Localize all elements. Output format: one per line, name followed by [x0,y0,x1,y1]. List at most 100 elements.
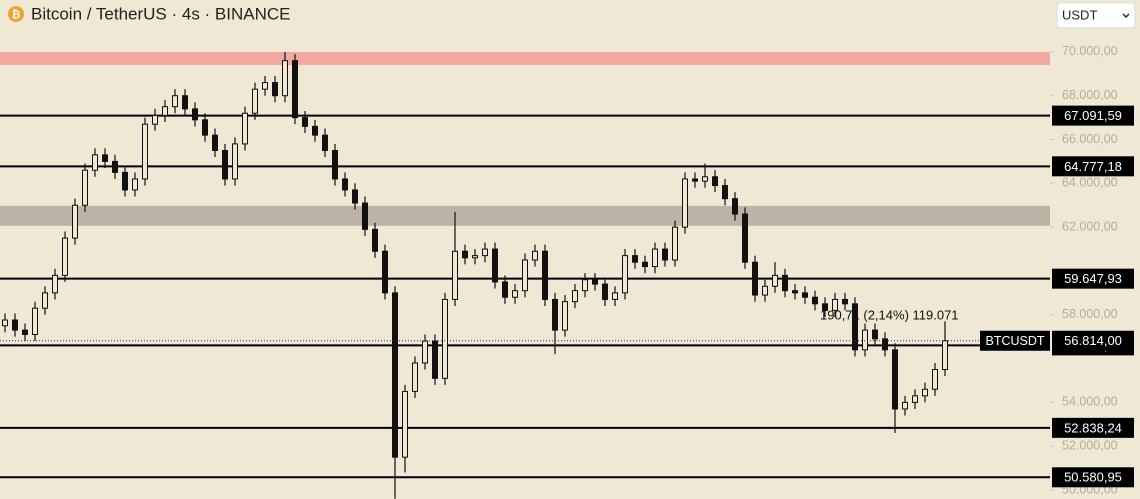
candle-body [122,171,128,191]
y-tick-label: 66.000,00 [1062,132,1118,146]
candle-body [942,340,948,371]
candle-body [22,329,28,335]
candle-body [412,362,418,392]
candle-body [282,60,288,97]
level-label: 64.777,18 [1064,159,1122,174]
candle-body [262,82,268,90]
level-label: 59.647,93 [1064,271,1122,286]
candle-body [872,329,878,340]
candle-body [582,279,588,292]
candle-body [152,114,158,125]
select-box[interactable] [1056,2,1136,29]
candle-body [932,369,938,390]
candle-body [452,250,458,300]
y-tick-label: 52.000,00 [1062,439,1118,453]
level-label-box [1052,156,1134,177]
candle-body [162,106,168,116]
candle-body [492,248,498,283]
candle-body [202,119,208,136]
symbol-label: BTCUSDT [985,334,1044,348]
candle-body [752,261,758,296]
candle-body [52,274,58,294]
candle-body [682,178,688,228]
candle-body [832,298,838,311]
y-tick-label: 54.000,00 [1062,395,1118,409]
level-label-box [1052,268,1134,289]
candle-body [692,178,698,182]
candle-body [802,292,808,298]
candle-body [242,112,248,145]
candle-body [892,349,898,410]
candle-body [112,160,118,173]
coin-icon [8,6,24,22]
level-label-box [1052,105,1134,126]
candle-body [722,185,728,200]
y-tick-label: 64.000,00 [1062,176,1118,190]
candle-body [852,303,858,351]
y-tick-label: 68.000,00 [1062,88,1118,102]
candle-body [422,340,428,364]
candle-body [552,298,558,331]
candle-body [812,296,818,305]
candle-body [912,395,918,403]
candle-body [392,292,398,458]
candle-body [362,202,368,230]
candle-body [322,134,328,151]
candle-body [662,248,668,261]
candle-body [332,149,338,180]
candle-body [382,250,388,294]
level-label-box [1052,467,1134,488]
candle-body [462,250,468,259]
candle-body [592,279,598,285]
candle-body [312,125,318,136]
plot-area: 70.000,00 68.000,00 66.000,00 64.000,00 62.0… [0,44,1134,499]
candle-body [762,285,768,296]
y-tick-label: 70.000,00 [1062,44,1118,58]
candle-body [232,143,238,180]
symbol-box [980,330,1050,351]
candle-body [542,250,548,300]
candle-body [862,329,868,351]
currency-select[interactable]: USDT [1056,2,1136,29]
price-zone [0,51,1050,66]
candle-body [622,255,628,294]
candle-body [822,303,828,311]
candle-body [342,178,348,191]
level-label: 50.580,95 [1064,470,1122,485]
candle-body [442,298,448,379]
y-tick-label: 58.000,00 [1062,307,1118,321]
y-tick-label: 62.000,00 [1062,219,1118,233]
candle-body [842,298,848,305]
candle-body [482,248,488,257]
candle-body [142,123,148,180]
candle-body [192,108,198,121]
candle-body [792,290,798,294]
candle-body [702,176,708,182]
candle-body [772,274,778,287]
level-label: 52.838,24 [1064,420,1122,435]
candle-body [512,290,518,298]
candle-body [222,149,228,180]
chart-title: Bitcoin / TetherUS · 4s · BINANCE [31,4,291,23]
candle-body [742,213,748,263]
candle-body [12,319,18,331]
price-label: 56.814,00 [1064,333,1122,348]
candle-body [132,178,138,191]
price-zone [0,205,1050,226]
coin-symbol: ₿ [12,9,21,21]
candle-body [532,250,538,261]
candle-body [612,292,618,300]
candle-body [902,401,908,410]
candle-body [782,274,788,292]
candle-body [42,292,48,309]
candle-body [182,95,188,110]
select-label: USDT [1062,7,1097,22]
candle-body [372,228,378,252]
candle-body [642,261,648,268]
candle-body [212,134,218,151]
candle-body [82,169,88,206]
candle-body [652,248,658,268]
